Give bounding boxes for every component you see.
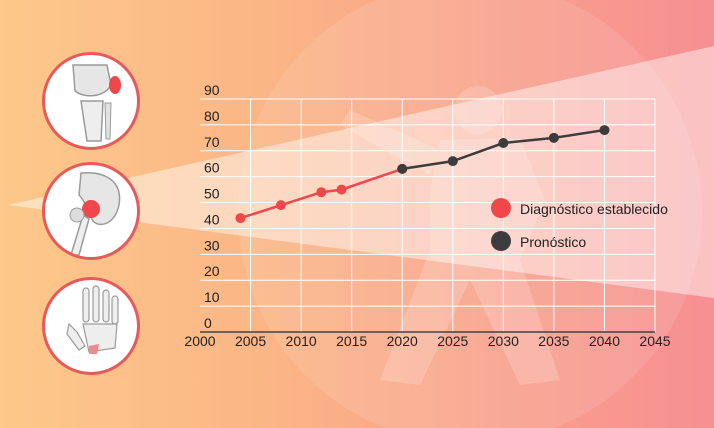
legend-label-diagnosed: Diagnóstico establecido <box>520 201 668 217</box>
x-tick-label: 2015 <box>336 333 367 349</box>
chart-grid <box>200 98 656 333</box>
data-point-0 <box>336 184 347 195</box>
x-tick-label: 2005 <box>235 333 266 349</box>
light-beam <box>8 46 714 298</box>
hip-joint-icon <box>42 162 140 260</box>
data-point-0 <box>316 187 327 198</box>
y-tick-label: 50 <box>204 186 220 202</box>
y-tick-label: 60 <box>204 160 220 176</box>
knee-joint-icon <box>42 52 140 150</box>
x-tick-label: 2025 <box>437 333 468 349</box>
data-point-1 <box>548 132 559 143</box>
chart-series <box>235 125 610 224</box>
data-point-1 <box>447 156 458 167</box>
x-tick-label: 2000 <box>184 333 215 349</box>
data-point-0 <box>275 200 286 211</box>
runner-silhouette-icon <box>340 86 560 385</box>
chart-legend: Diagnóstico establecido Pronóstico <box>491 198 668 251</box>
data-point-1 <box>599 125 610 136</box>
data-point-1 <box>397 163 408 174</box>
x-tick-label: 2035 <box>538 333 569 349</box>
background-circle <box>238 0 702 428</box>
y-tick-label: 10 <box>204 289 220 305</box>
x-tick-label: 2020 <box>387 333 418 349</box>
y-tick-label: 30 <box>204 237 220 253</box>
legend-label-forecast: Pronóstico <box>520 234 586 250</box>
x-tick-label: 2040 <box>589 333 620 349</box>
y-tick-label: 70 <box>204 134 220 150</box>
y-tick-label: 0 <box>204 315 212 331</box>
y-tick-label: 90 <box>204 82 220 98</box>
x-tick-label: 2030 <box>488 333 519 349</box>
legend-marker-forecast <box>491 231 511 251</box>
y-tick-label: 20 <box>204 263 220 279</box>
data-point-1 <box>498 138 509 149</box>
legend-marker-diagnosed <box>491 198 511 218</box>
hand-joint-icon <box>42 277 140 375</box>
x-tick-label: 2010 <box>286 333 317 349</box>
y-tick-label: 80 <box>204 108 220 124</box>
data-point-0 <box>235 213 246 224</box>
y-tick-label: 40 <box>204 211 220 227</box>
x-tick-label: 2045 <box>639 333 670 349</box>
